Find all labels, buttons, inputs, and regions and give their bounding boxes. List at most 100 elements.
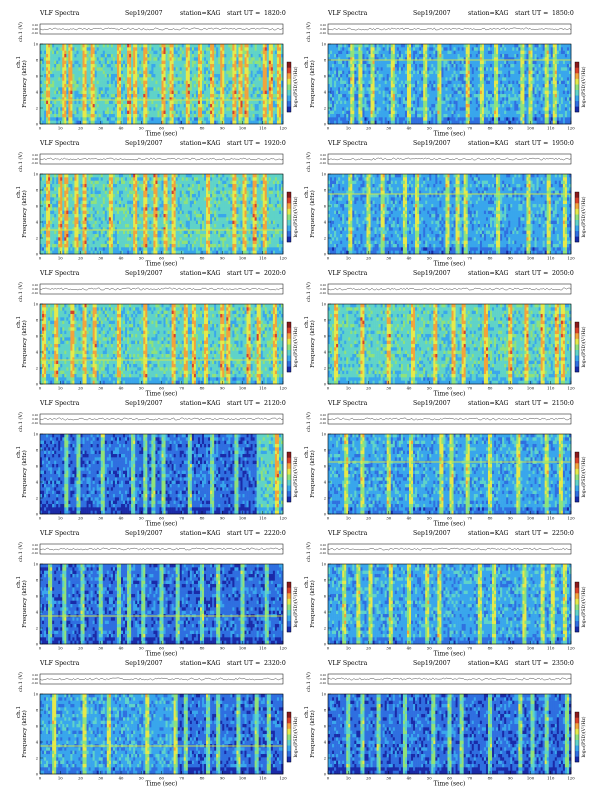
- heatmap-cell: [415, 67, 418, 71]
- heatmap-cell: [346, 80, 349, 85]
- heatmap-cell: [445, 77, 448, 81]
- heatmap-cell: [169, 70, 172, 75]
- heatmap-cell: [469, 70, 473, 75]
- heatmap-cell: [234, 77, 237, 81]
- heatmap-cell: [46, 87, 49, 91]
- heatmap-cell: [82, 100, 85, 105]
- heatmap-cell: [366, 80, 369, 85]
- heatmap-cell: [376, 80, 379, 85]
- heatmap-cell: [382, 87, 385, 91]
- heatmap-cell: [202, 110, 205, 115]
- heatmap-cell: [127, 117, 130, 121]
- heatmap-cell: [278, 50, 282, 55]
- heatmap-cell: [461, 114, 464, 118]
- heatmap-cell: [344, 110, 347, 115]
- heatmap-cell: [240, 77, 243, 81]
- heatmap-cell: [165, 70, 168, 75]
- heatmap-cell: [477, 114, 481, 118]
- heatmap-cell: [169, 97, 172, 101]
- heatmap-cell: [374, 47, 377, 51]
- heatmap-cell: [58, 80, 61, 85]
- voltage-tick-label: 0.00: [32, 27, 38, 31]
- heatmap-cell: [248, 50, 251, 55]
- heatmap-cell: [455, 87, 458, 91]
- heatmap-cell: [80, 110, 83, 115]
- heatmap-cell: [485, 74, 489, 78]
- heatmap-cell: [423, 84, 426, 88]
- heatmap-cell: [86, 74, 89, 78]
- heatmap-cell: [272, 107, 276, 111]
- heatmap-cell: [202, 120, 205, 125]
- heatmap-cell: [443, 60, 446, 65]
- heatmap-cell: [139, 47, 142, 51]
- heatmap-cell: [80, 84, 83, 88]
- heatmap-cell: [250, 50, 253, 55]
- heatmap-cell: [114, 104, 118, 108]
- heatmap-cell: [427, 107, 430, 111]
- heatmap-cell: [102, 57, 106, 61]
- heatmap-cell: [189, 100, 193, 105]
- heatmap-cell: [465, 77, 469, 81]
- heatmap-cell: [433, 60, 436, 65]
- heatmap-cell: [372, 117, 375, 121]
- heatmap-cell: [135, 107, 138, 111]
- heatmap-cell: [214, 90, 217, 95]
- heatmap-cell: [350, 77, 353, 81]
- heatmap-cell: [78, 50, 81, 55]
- heatmap-cell: [155, 84, 158, 88]
- heatmap-cell: [441, 64, 444, 68]
- heatmap-cell: [376, 54, 379, 58]
- heatmap-cell: [74, 77, 77, 81]
- heatmap-cell: [350, 97, 353, 101]
- heatmap-cell: [254, 110, 257, 115]
- heatmap-cell: [189, 77, 193, 81]
- heatmap-cell: [398, 60, 402, 65]
- heatmap-cell: [50, 77, 53, 81]
- heatmap-cell: [252, 87, 255, 91]
- heatmap-cell: [202, 117, 205, 121]
- heatmap-cell: [106, 97, 110, 101]
- heatmap-cell: [340, 77, 343, 81]
- heatmap-cell: [350, 47, 353, 51]
- heatmap-cell: [58, 57, 61, 61]
- heatmap-cell: [224, 80, 227, 85]
- heatmap-cell: [62, 87, 65, 91]
- heatmap-cell: [82, 87, 85, 91]
- heatmap-cell: [206, 104, 209, 108]
- heatmap-cell: [445, 80, 448, 85]
- heatmap-cell: [364, 50, 367, 55]
- heatmap-cell: [427, 60, 430, 65]
- heatmap-cell: [92, 67, 95, 71]
- heatmap-cell: [479, 50, 483, 55]
- heatmap-cell: [179, 110, 183, 115]
- heatmap-cell: [185, 44, 189, 48]
- heatmap-cell: [114, 64, 118, 68]
- heatmap-cell: [483, 80, 487, 85]
- heatmap-cell: [439, 44, 442, 48]
- heatmap-cell: [165, 57, 168, 61]
- heatmap-cell: [179, 50, 183, 55]
- heatmap-cell: [465, 67, 469, 71]
- heatmap-cell: [376, 90, 379, 95]
- heatmap-cell: [175, 67, 178, 71]
- heatmap-cell: [354, 120, 357, 125]
- heatmap-cell: [435, 54, 438, 58]
- heatmap-cell: [183, 47, 187, 51]
- heatmap-cell: [342, 77, 345, 81]
- heatmap-cell: [465, 100, 469, 105]
- heatmap-cell: [242, 60, 245, 65]
- heatmap-cell: [78, 67, 81, 71]
- heatmap-cell: [413, 57, 416, 61]
- heatmap-cell: [421, 120, 424, 125]
- heatmap-cell: [92, 107, 95, 111]
- heatmap-cell: [177, 90, 181, 95]
- heatmap-cell: [98, 80, 102, 85]
- heatmap-cell: [463, 60, 466, 65]
- heatmap-cell: [129, 64, 132, 68]
- heatmap-cell: [455, 104, 458, 108]
- heatmap-cell: [411, 67, 414, 71]
- heatmap-cell: [362, 87, 365, 91]
- heatmap-cell: [129, 97, 132, 101]
- heatmap-cell: [461, 60, 464, 65]
- heatmap-cell: [455, 44, 458, 48]
